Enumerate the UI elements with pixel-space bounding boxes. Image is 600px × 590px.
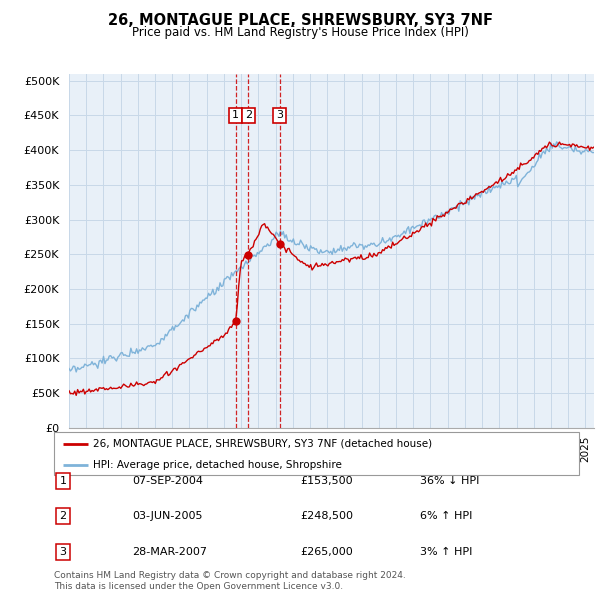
Text: 36% ↓ HPI: 36% ↓ HPI: [420, 476, 479, 486]
Text: 07-SEP-2004: 07-SEP-2004: [132, 476, 203, 486]
Text: 03-JUN-2005: 03-JUN-2005: [132, 512, 203, 521]
Text: £265,000: £265,000: [300, 547, 353, 556]
Text: £153,500: £153,500: [300, 476, 353, 486]
Text: 26, MONTAGUE PLACE, SHREWSBURY, SY3 7NF: 26, MONTAGUE PLACE, SHREWSBURY, SY3 7NF: [107, 13, 493, 28]
Text: 26, MONTAGUE PLACE, SHREWSBURY, SY3 7NF (detached house): 26, MONTAGUE PLACE, SHREWSBURY, SY3 7NF …: [94, 438, 433, 448]
Text: 1: 1: [232, 110, 239, 120]
Text: 3: 3: [276, 110, 283, 120]
Text: 1: 1: [59, 476, 67, 486]
Text: 3% ↑ HPI: 3% ↑ HPI: [420, 547, 472, 556]
Text: 3: 3: [59, 547, 67, 556]
Text: 2: 2: [59, 512, 67, 521]
Text: This data is licensed under the Open Government Licence v3.0.: This data is licensed under the Open Gov…: [54, 582, 343, 590]
Text: £248,500: £248,500: [300, 512, 353, 521]
Text: 2: 2: [245, 110, 252, 120]
Text: 6% ↑ HPI: 6% ↑ HPI: [420, 512, 472, 521]
Text: 28-MAR-2007: 28-MAR-2007: [132, 547, 207, 556]
Text: HPI: Average price, detached house, Shropshire: HPI: Average price, detached house, Shro…: [94, 460, 342, 470]
Text: Price paid vs. HM Land Registry's House Price Index (HPI): Price paid vs. HM Land Registry's House …: [131, 26, 469, 39]
Text: Contains HM Land Registry data © Crown copyright and database right 2024.: Contains HM Land Registry data © Crown c…: [54, 571, 406, 580]
